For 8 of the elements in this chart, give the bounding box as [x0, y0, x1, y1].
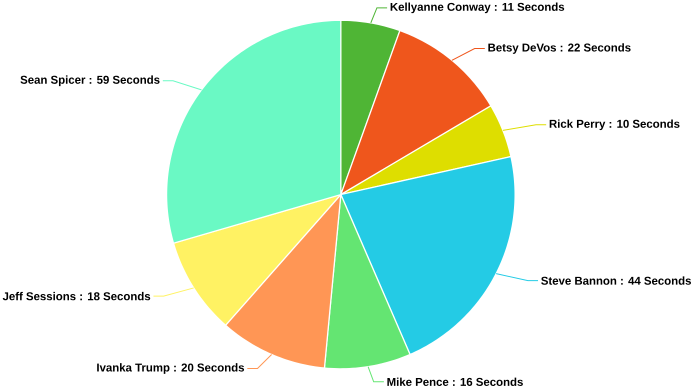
- slice-label: Betsy DeVos : 22 Seconds: [488, 42, 631, 54]
- slice-label: Ivanka Trump : 20 Seconds: [97, 362, 244, 374]
- slice-label: Kellyanne Conway : 11 Seconds: [390, 2, 564, 13]
- slice-label: Jeff Sessions : 18 Seconds: [2, 292, 150, 300]
- slice-label: Mike Pence : 16 Seconds: [387, 377, 523, 386]
- slice-label: Rick Perry : 10 Seconds: [550, 119, 680, 130]
- slice-label: Sean Spicer : 59 Seconds: [20, 75, 160, 86]
- slice-label: Steve Bannon : 44 Seconds: [541, 276, 691, 285]
